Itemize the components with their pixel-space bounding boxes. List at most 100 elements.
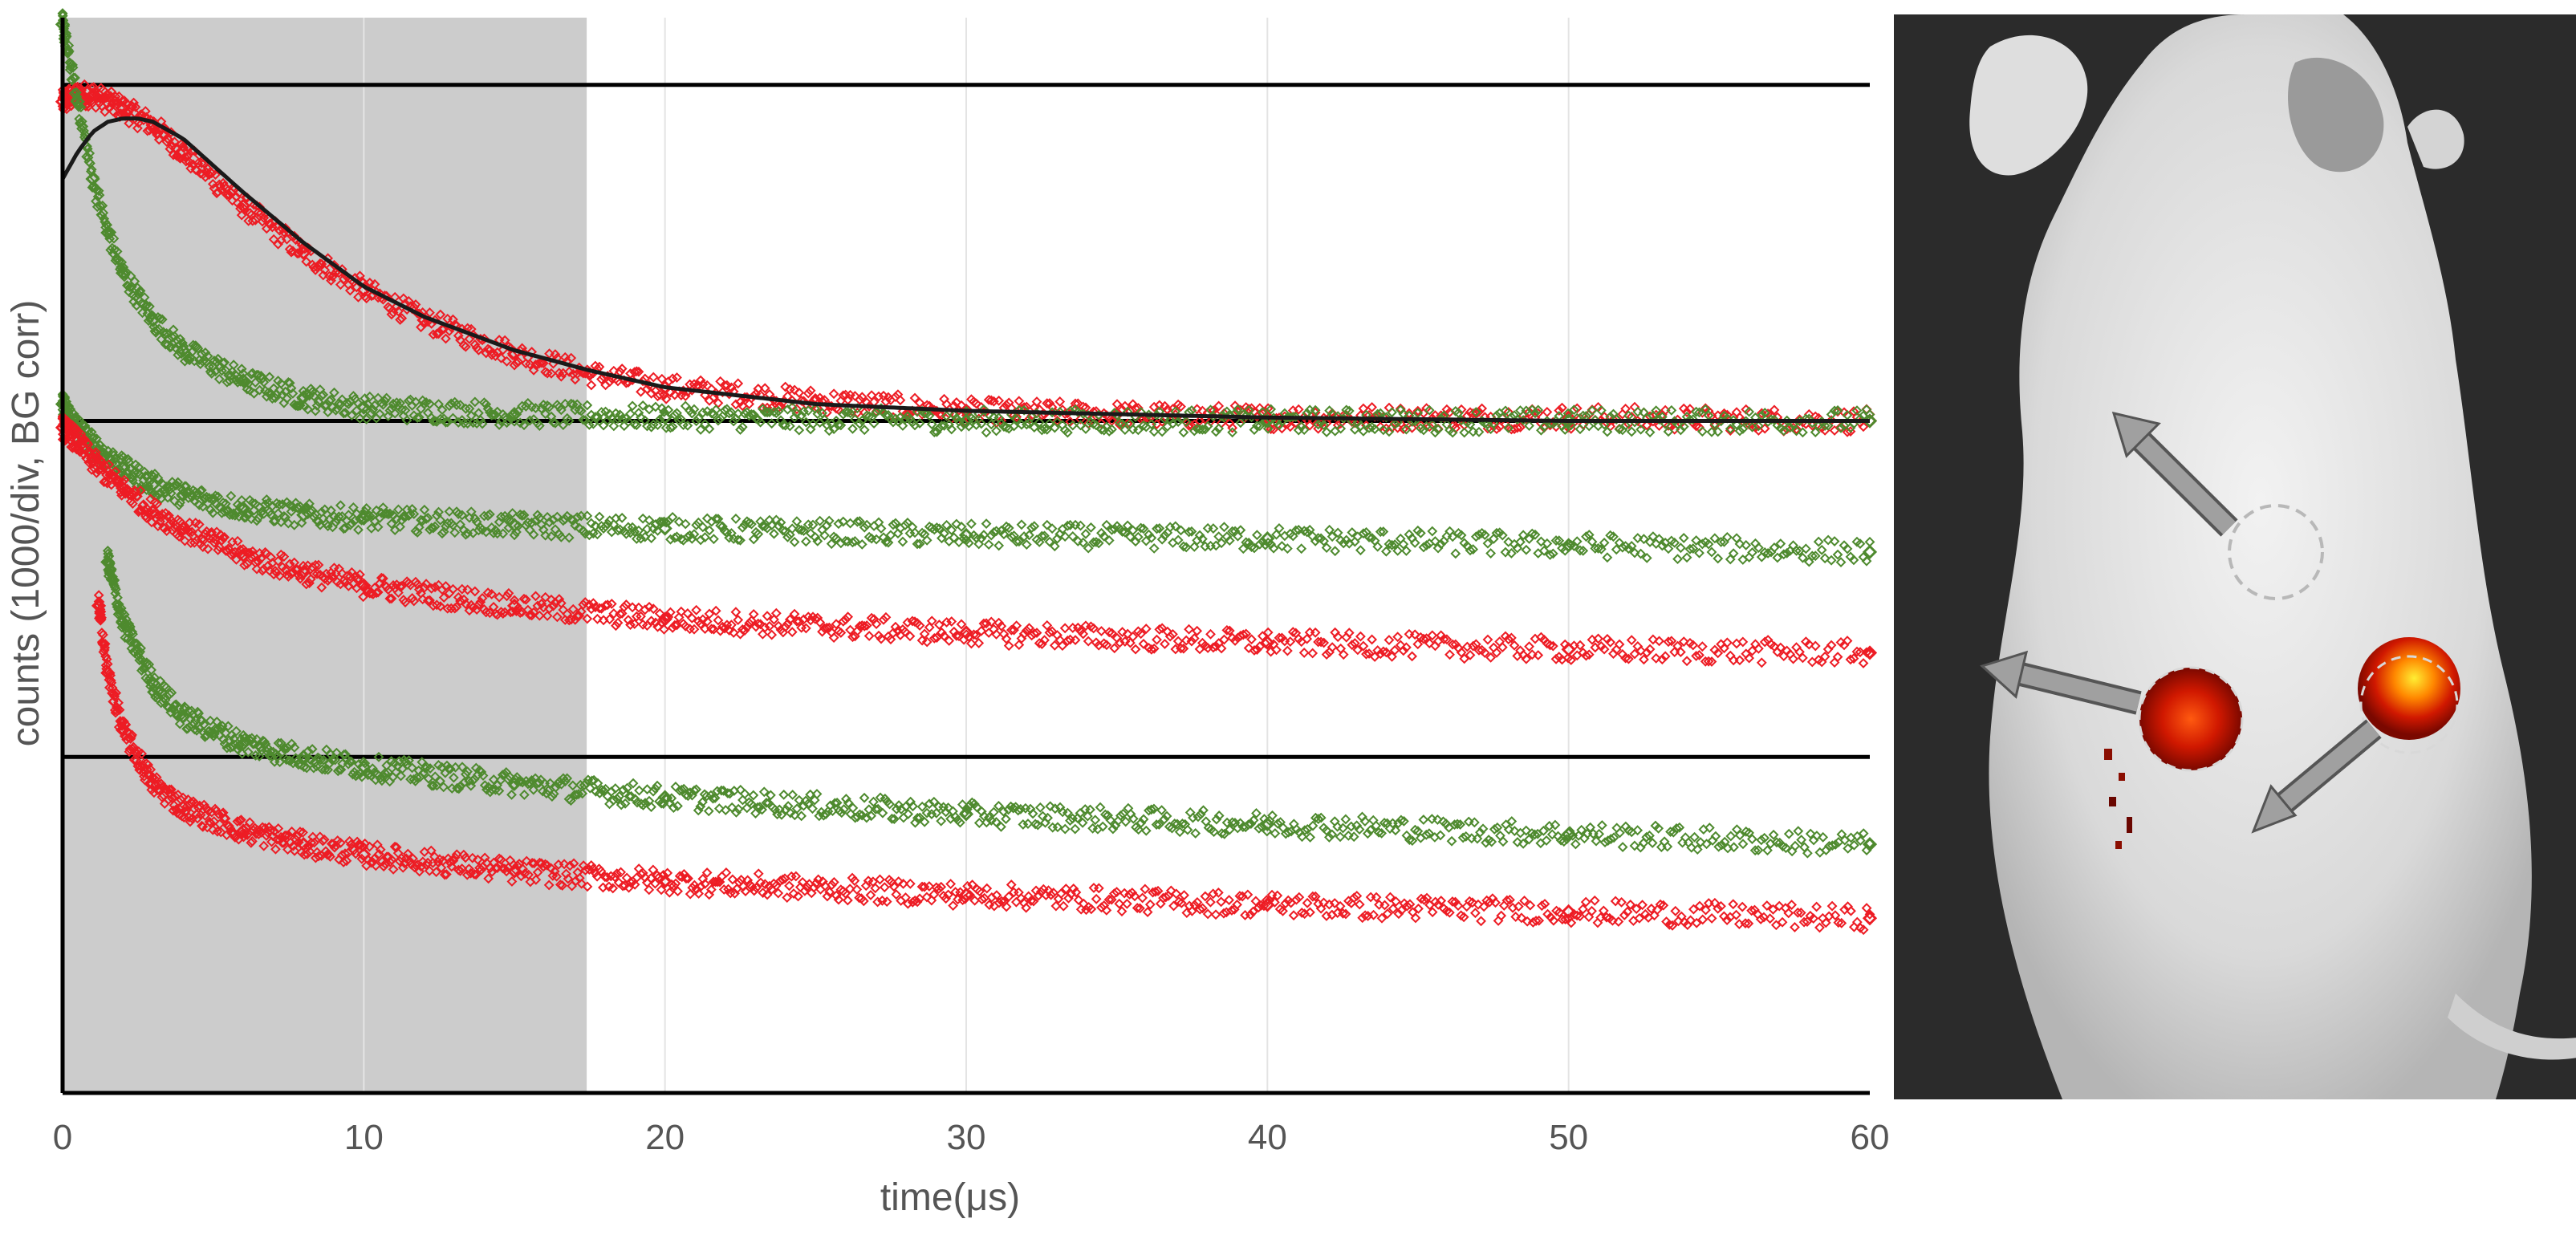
point <box>1459 427 1470 438</box>
point <box>586 380 597 391</box>
point <box>1114 417 1125 429</box>
point <box>998 421 1010 432</box>
point <box>425 307 435 319</box>
point <box>1713 841 1725 852</box>
point <box>477 770 489 781</box>
point <box>1653 823 1664 834</box>
point <box>815 515 826 526</box>
point <box>1122 520 1133 531</box>
point <box>470 869 481 880</box>
point <box>660 393 672 404</box>
point <box>452 782 463 794</box>
point <box>629 367 640 378</box>
point <box>1128 813 1139 824</box>
point <box>659 624 669 635</box>
data-point <box>506 518 522 533</box>
point <box>173 477 184 488</box>
point <box>835 628 847 638</box>
point <box>1298 425 1310 435</box>
point <box>1418 425 1429 436</box>
point <box>1666 636 1677 647</box>
point <box>221 376 233 388</box>
point <box>909 527 920 538</box>
point <box>1762 548 1774 559</box>
point <box>351 282 362 293</box>
point <box>859 522 870 533</box>
point <box>985 530 997 541</box>
point <box>759 622 770 633</box>
point <box>286 826 298 837</box>
point <box>629 619 640 629</box>
point <box>680 620 691 632</box>
point <box>1608 531 1619 542</box>
data-point <box>176 709 191 725</box>
point <box>289 742 300 753</box>
point <box>1819 651 1830 662</box>
point <box>358 591 368 603</box>
point <box>1689 831 1700 843</box>
data-point <box>176 144 191 160</box>
point <box>715 413 726 425</box>
point <box>1210 640 1221 652</box>
point <box>931 426 942 437</box>
point <box>364 391 376 402</box>
data-point <box>236 736 251 751</box>
point <box>594 788 605 798</box>
point <box>575 606 587 617</box>
point <box>1858 658 1869 668</box>
point <box>571 512 583 523</box>
point <box>1156 623 1168 634</box>
point <box>789 384 800 396</box>
point <box>1392 545 1404 556</box>
point <box>138 767 148 778</box>
point <box>84 148 95 159</box>
point <box>786 523 798 534</box>
point <box>1396 814 1407 826</box>
point <box>796 525 807 535</box>
point <box>905 796 916 807</box>
point <box>1692 844 1703 855</box>
point <box>1485 548 1497 559</box>
point <box>753 618 764 629</box>
data-point <box>1862 645 1878 660</box>
point <box>1858 828 1869 839</box>
point <box>530 515 541 526</box>
point <box>1505 548 1517 559</box>
point <box>1731 407 1742 418</box>
point <box>945 813 956 824</box>
point <box>1432 424 1444 435</box>
point <box>1641 647 1652 658</box>
point <box>278 743 289 754</box>
point <box>791 803 802 814</box>
point <box>1512 837 1523 847</box>
point <box>1277 541 1287 551</box>
point <box>507 508 518 518</box>
point <box>1011 620 1022 632</box>
point <box>1581 650 1591 661</box>
point <box>752 802 763 813</box>
point <box>136 755 147 766</box>
point <box>1072 407 1083 418</box>
point <box>118 452 129 462</box>
point <box>983 539 994 550</box>
data-point <box>236 547 251 563</box>
point <box>1545 640 1556 651</box>
point <box>1672 554 1683 565</box>
point <box>1848 653 1859 664</box>
point <box>936 815 947 827</box>
point <box>1249 542 1260 554</box>
point <box>536 357 547 368</box>
point <box>179 535 190 546</box>
point <box>926 615 937 627</box>
point <box>273 737 284 749</box>
point <box>1826 640 1837 651</box>
point <box>878 614 889 625</box>
point <box>1078 537 1089 548</box>
point <box>215 181 226 192</box>
point <box>524 778 535 789</box>
point <box>123 453 133 465</box>
point <box>854 516 865 526</box>
point <box>1412 405 1424 416</box>
point <box>1224 535 1235 546</box>
point <box>273 823 284 834</box>
